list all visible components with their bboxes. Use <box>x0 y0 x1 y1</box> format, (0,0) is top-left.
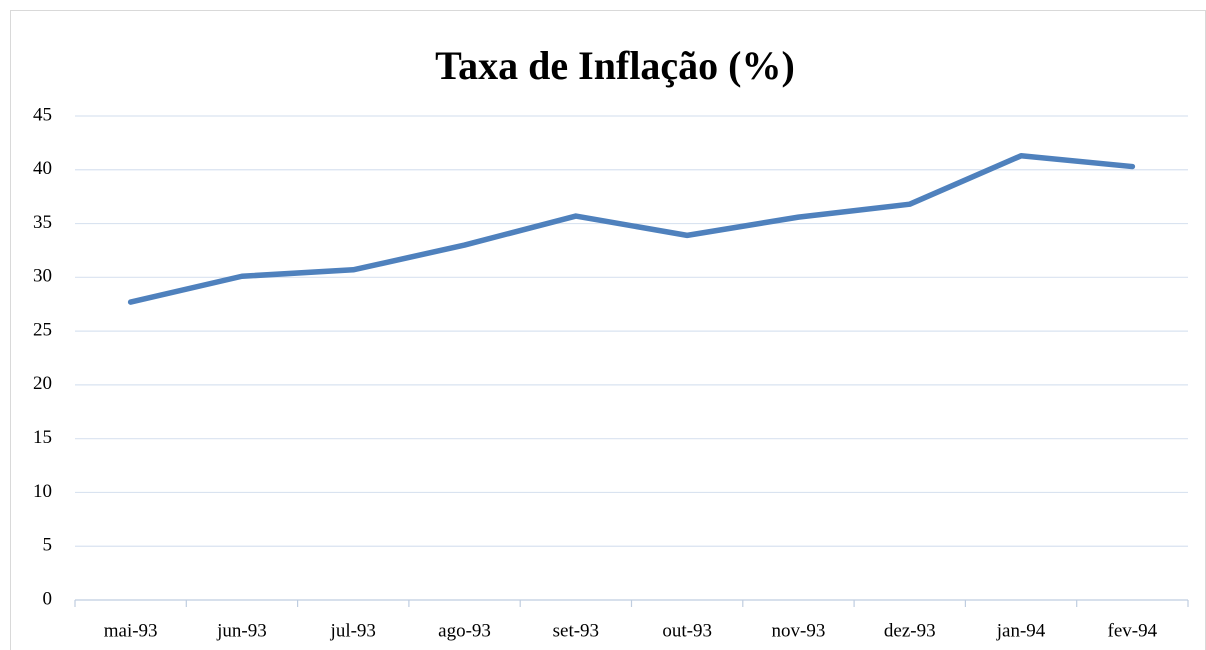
chart-border <box>10 10 1206 650</box>
y-tick-label: 0 <box>43 588 53 609</box>
x-tick-label: jun-93 <box>216 620 267 641</box>
y-tick-label: 45 <box>33 104 52 125</box>
y-tick-label: 40 <box>33 158 52 179</box>
y-tick-label: 10 <box>33 481 52 502</box>
x-tick-label: fev-94 <box>1108 620 1158 641</box>
x-tick-label: dez-93 <box>884 620 936 641</box>
x-tick-label: out-93 <box>662 620 712 641</box>
y-tick-label: 30 <box>33 266 52 287</box>
y-tick-label: 15 <box>33 427 52 448</box>
y-tick-label: 5 <box>43 535 53 556</box>
y-tick-label: 25 <box>33 319 52 340</box>
data-line <box>127 153 1136 305</box>
x-tick-label: jul-93 <box>330 620 376 641</box>
x-tick-label: nov-93 <box>772 620 826 641</box>
x-tick-label: ago-93 <box>438 620 491 641</box>
y-tick-label: 20 <box>33 373 52 394</box>
x-tick-label: jan-94 <box>996 620 1046 641</box>
x-tick-label: mai-93 <box>104 620 158 641</box>
x-tick-label: set-93 <box>553 620 599 641</box>
chart-title: Taxa de Inflação (%) <box>435 43 795 88</box>
y-tick-label: 35 <box>33 212 52 233</box>
